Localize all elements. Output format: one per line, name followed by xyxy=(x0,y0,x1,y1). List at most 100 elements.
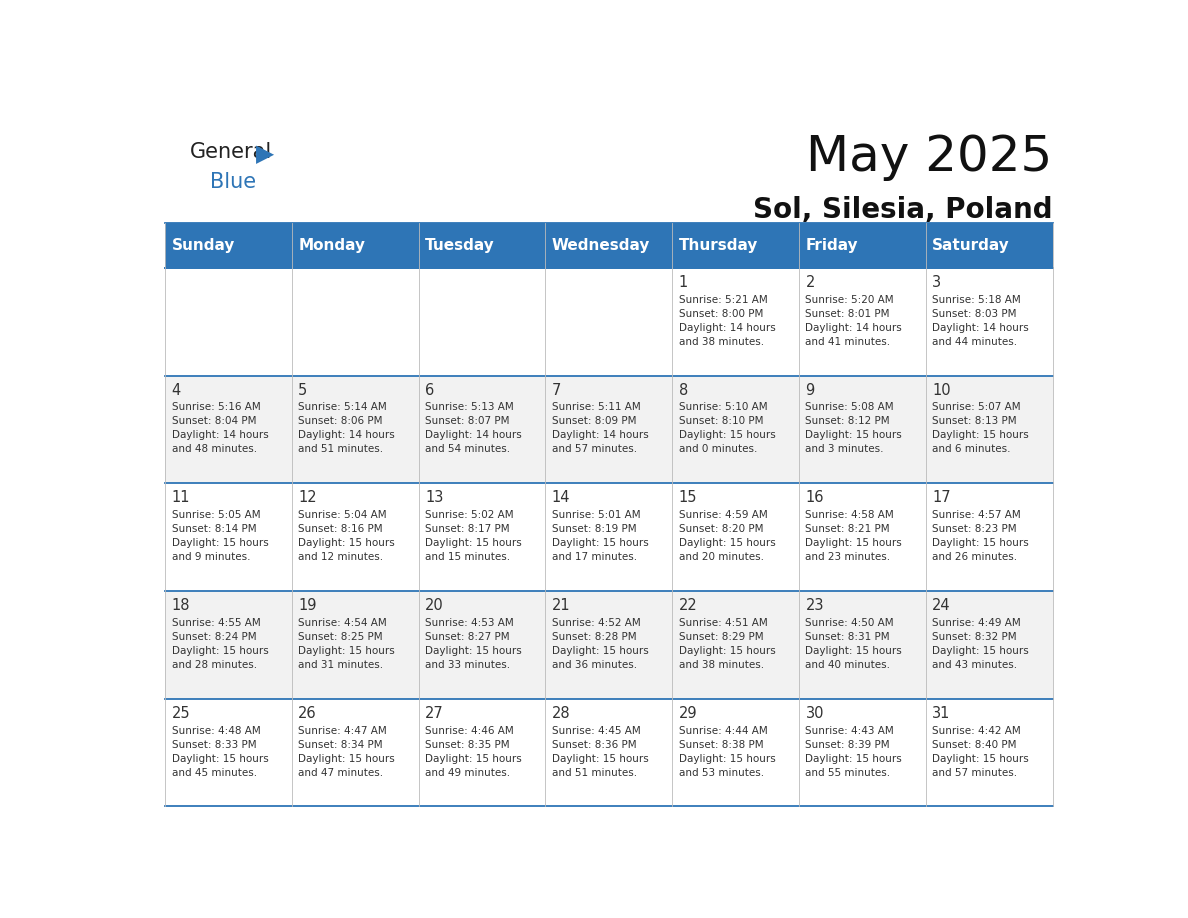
Bar xyxy=(925,591,1053,699)
Text: Sunrise: 4:43 AM
Sunset: 8:39 PM
Daylight: 15 hours
and 55 minutes.: Sunrise: 4:43 AM Sunset: 8:39 PM Dayligh… xyxy=(805,725,902,778)
Text: 6: 6 xyxy=(425,383,435,397)
Bar xyxy=(165,591,292,699)
Text: Tuesday: Tuesday xyxy=(425,238,495,253)
Text: 24: 24 xyxy=(933,598,950,613)
Text: 4: 4 xyxy=(171,383,181,397)
Text: Sunrise: 5:07 AM
Sunset: 8:13 PM
Daylight: 15 hours
and 6 minutes.: Sunrise: 5:07 AM Sunset: 8:13 PM Dayligh… xyxy=(933,402,1029,454)
Text: 7: 7 xyxy=(552,383,561,397)
Text: Sunrise: 5:20 AM
Sunset: 8:01 PM
Daylight: 14 hours
and 41 minutes.: Sunrise: 5:20 AM Sunset: 8:01 PM Dayligh… xyxy=(805,295,902,347)
Text: Sunrise: 5:10 AM
Sunset: 8:10 PM
Daylight: 15 hours
and 0 minutes.: Sunrise: 5:10 AM Sunset: 8:10 PM Dayligh… xyxy=(678,402,776,454)
Text: Sunrise: 4:45 AM
Sunset: 8:36 PM
Daylight: 15 hours
and 51 minutes.: Sunrise: 4:45 AM Sunset: 8:36 PM Dayligh… xyxy=(552,725,649,778)
Text: Sunrise: 4:46 AM
Sunset: 8:35 PM
Daylight: 15 hours
and 49 minutes.: Sunrise: 4:46 AM Sunset: 8:35 PM Dayligh… xyxy=(425,725,522,778)
Text: 14: 14 xyxy=(552,490,570,505)
Text: Wednesday: Wednesday xyxy=(552,238,650,253)
Bar xyxy=(165,699,292,806)
Text: Sol, Silesia, Poland: Sol, Silesia, Poland xyxy=(753,196,1053,224)
Text: 16: 16 xyxy=(805,490,824,505)
Text: 20: 20 xyxy=(425,598,444,613)
Text: 31: 31 xyxy=(933,706,950,721)
Bar xyxy=(925,699,1053,806)
Bar xyxy=(418,268,545,375)
Text: Sunrise: 4:57 AM
Sunset: 8:23 PM
Daylight: 15 hours
and 26 minutes.: Sunrise: 4:57 AM Sunset: 8:23 PM Dayligh… xyxy=(933,510,1029,562)
Bar xyxy=(800,699,925,806)
Text: 25: 25 xyxy=(171,706,190,721)
Text: 10: 10 xyxy=(933,383,950,397)
Bar xyxy=(672,375,800,483)
Bar xyxy=(292,699,418,806)
Bar xyxy=(292,375,418,483)
Text: May 2025: May 2025 xyxy=(807,133,1053,181)
Bar xyxy=(292,483,418,591)
Text: Blue: Blue xyxy=(210,172,257,192)
Text: Sunrise: 4:59 AM
Sunset: 8:20 PM
Daylight: 15 hours
and 20 minutes.: Sunrise: 4:59 AM Sunset: 8:20 PM Dayligh… xyxy=(678,510,776,562)
Text: 19: 19 xyxy=(298,598,317,613)
Bar xyxy=(545,483,672,591)
Text: Sunrise: 5:05 AM
Sunset: 8:14 PM
Daylight: 15 hours
and 9 minutes.: Sunrise: 5:05 AM Sunset: 8:14 PM Dayligh… xyxy=(171,510,268,562)
Bar xyxy=(165,483,292,591)
Text: General: General xyxy=(190,142,272,162)
Text: 22: 22 xyxy=(678,598,697,613)
Text: 1: 1 xyxy=(678,274,688,290)
Text: Sunrise: 4:52 AM
Sunset: 8:28 PM
Daylight: 15 hours
and 36 minutes.: Sunrise: 4:52 AM Sunset: 8:28 PM Dayligh… xyxy=(552,618,649,670)
Text: Sunrise: 5:04 AM
Sunset: 8:16 PM
Daylight: 15 hours
and 12 minutes.: Sunrise: 5:04 AM Sunset: 8:16 PM Dayligh… xyxy=(298,510,396,562)
Bar xyxy=(545,268,672,375)
Bar xyxy=(672,268,800,375)
Text: 21: 21 xyxy=(552,598,570,613)
Text: ▶: ▶ xyxy=(257,142,274,166)
Text: Sunrise: 4:58 AM
Sunset: 8:21 PM
Daylight: 15 hours
and 23 minutes.: Sunrise: 4:58 AM Sunset: 8:21 PM Dayligh… xyxy=(805,510,902,562)
Text: 8: 8 xyxy=(678,383,688,397)
Text: Sunrise: 5:08 AM
Sunset: 8:12 PM
Daylight: 15 hours
and 3 minutes.: Sunrise: 5:08 AM Sunset: 8:12 PM Dayligh… xyxy=(805,402,902,454)
Text: 18: 18 xyxy=(171,598,190,613)
Bar xyxy=(545,591,672,699)
Bar xyxy=(418,375,545,483)
Text: Sunrise: 4:54 AM
Sunset: 8:25 PM
Daylight: 15 hours
and 31 minutes.: Sunrise: 4:54 AM Sunset: 8:25 PM Dayligh… xyxy=(298,618,396,670)
Text: 2: 2 xyxy=(805,274,815,290)
Text: Sunday: Sunday xyxy=(171,238,235,253)
Text: 13: 13 xyxy=(425,490,443,505)
Bar xyxy=(672,699,800,806)
Text: Thursday: Thursday xyxy=(678,238,758,253)
Bar xyxy=(925,483,1053,591)
Text: Saturday: Saturday xyxy=(933,238,1010,253)
Bar xyxy=(165,223,1053,268)
Text: Sunrise: 5:02 AM
Sunset: 8:17 PM
Daylight: 15 hours
and 15 minutes.: Sunrise: 5:02 AM Sunset: 8:17 PM Dayligh… xyxy=(425,510,522,562)
Text: 26: 26 xyxy=(298,706,317,721)
Text: 15: 15 xyxy=(678,490,697,505)
Text: 30: 30 xyxy=(805,706,824,721)
Bar xyxy=(925,375,1053,483)
Text: 23: 23 xyxy=(805,598,824,613)
Text: Sunrise: 5:13 AM
Sunset: 8:07 PM
Daylight: 14 hours
and 54 minutes.: Sunrise: 5:13 AM Sunset: 8:07 PM Dayligh… xyxy=(425,402,522,454)
Text: Sunrise: 4:50 AM
Sunset: 8:31 PM
Daylight: 15 hours
and 40 minutes.: Sunrise: 4:50 AM Sunset: 8:31 PM Dayligh… xyxy=(805,618,902,670)
Text: Monday: Monday xyxy=(298,238,366,253)
Text: 5: 5 xyxy=(298,383,308,397)
Text: Sunrise: 5:21 AM
Sunset: 8:00 PM
Daylight: 14 hours
and 38 minutes.: Sunrise: 5:21 AM Sunset: 8:00 PM Dayligh… xyxy=(678,295,776,347)
Text: 9: 9 xyxy=(805,383,815,397)
Bar xyxy=(545,375,672,483)
Bar xyxy=(800,268,925,375)
Text: Sunrise: 4:51 AM
Sunset: 8:29 PM
Daylight: 15 hours
and 38 minutes.: Sunrise: 4:51 AM Sunset: 8:29 PM Dayligh… xyxy=(678,618,776,670)
Bar xyxy=(545,699,672,806)
Text: 28: 28 xyxy=(552,706,570,721)
Text: Sunrise: 4:44 AM
Sunset: 8:38 PM
Daylight: 15 hours
and 53 minutes.: Sunrise: 4:44 AM Sunset: 8:38 PM Dayligh… xyxy=(678,725,776,778)
Bar xyxy=(165,268,292,375)
Text: Sunrise: 4:42 AM
Sunset: 8:40 PM
Daylight: 15 hours
and 57 minutes.: Sunrise: 4:42 AM Sunset: 8:40 PM Dayligh… xyxy=(933,725,1029,778)
Text: Sunrise: 5:11 AM
Sunset: 8:09 PM
Daylight: 14 hours
and 57 minutes.: Sunrise: 5:11 AM Sunset: 8:09 PM Dayligh… xyxy=(552,402,649,454)
Text: Sunrise: 5:14 AM
Sunset: 8:06 PM
Daylight: 14 hours
and 51 minutes.: Sunrise: 5:14 AM Sunset: 8:06 PM Dayligh… xyxy=(298,402,396,454)
Text: 3: 3 xyxy=(933,274,941,290)
Text: Sunrise: 5:16 AM
Sunset: 8:04 PM
Daylight: 14 hours
and 48 minutes.: Sunrise: 5:16 AM Sunset: 8:04 PM Dayligh… xyxy=(171,402,268,454)
Text: Sunrise: 4:49 AM
Sunset: 8:32 PM
Daylight: 15 hours
and 43 minutes.: Sunrise: 4:49 AM Sunset: 8:32 PM Dayligh… xyxy=(933,618,1029,670)
Bar xyxy=(165,375,292,483)
Bar xyxy=(292,268,418,375)
Bar xyxy=(292,591,418,699)
Bar xyxy=(418,699,545,806)
Bar xyxy=(672,483,800,591)
Bar xyxy=(672,591,800,699)
Text: 27: 27 xyxy=(425,706,444,721)
Bar xyxy=(800,483,925,591)
Bar xyxy=(800,591,925,699)
Bar xyxy=(800,375,925,483)
Text: 12: 12 xyxy=(298,490,317,505)
Text: 29: 29 xyxy=(678,706,697,721)
Bar xyxy=(418,591,545,699)
Text: Sunrise: 5:01 AM
Sunset: 8:19 PM
Daylight: 15 hours
and 17 minutes.: Sunrise: 5:01 AM Sunset: 8:19 PM Dayligh… xyxy=(552,510,649,562)
